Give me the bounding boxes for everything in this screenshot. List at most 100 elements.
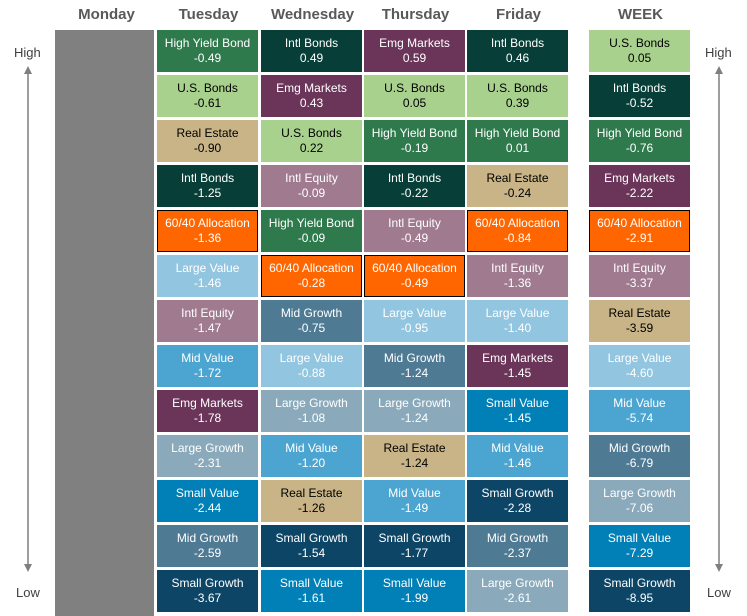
return-value: -1.24 (400, 456, 429, 470)
return-value: -2.31 (193, 456, 222, 470)
header-tuesday: Tuesday (178, 6, 239, 23)
return-value: -1.26 (297, 501, 326, 515)
asset-name: High Yield Bond (474, 126, 561, 140)
asset-name: Large Value (175, 261, 240, 275)
cell-week-mid-value: Mid Value -5.74 (589, 390, 690, 432)
cell-thursday-large-value: Large Value -0.95 (364, 300, 465, 342)
asset-name: Real Estate (280, 486, 343, 500)
asset-name: 60/40 Allocation (372, 261, 457, 275)
return-value: -7.29 (625, 546, 654, 560)
asset-name: U.S. Bonds (487, 81, 548, 95)
monday-column-empty (55, 30, 154, 616)
asset-name: Large Growth (481, 576, 554, 590)
return-value: -6.79 (625, 456, 654, 470)
asset-name: Intl Equity (491, 261, 544, 275)
asset-name: U.S. Bonds (384, 81, 445, 95)
return-value: -1.77 (400, 546, 429, 560)
cell-thursday-60-40-allocation: 60/40 Allocation -0.49 (364, 255, 465, 297)
cell-week-real-estate: Real Estate -3.59 (589, 300, 690, 342)
return-value: -1.46 (503, 456, 532, 470)
cell-wednesday-mid-growth: Mid Growth -0.75 (261, 300, 362, 342)
asset-name: Mid Growth (383, 351, 446, 365)
asset-name: High Yield Bond (371, 126, 458, 140)
return-value: -1.54 (297, 546, 326, 560)
return-value: -4.60 (625, 366, 654, 380)
return-value: -0.88 (297, 366, 326, 380)
asset-name: Real Estate (176, 126, 239, 140)
return-value: -0.28 (297, 276, 326, 290)
return-value: -1.72 (193, 366, 222, 380)
cell-wednesday-intl-equity: Intl Equity -0.09 (261, 165, 362, 207)
cell-wednesday-intl-bonds: Intl Bonds 0.49 (261, 30, 362, 72)
cell-thursday-small-growth: Small Growth -1.77 (364, 525, 465, 567)
return-value: -1.20 (297, 456, 326, 470)
asset-name: Mid Value (388, 486, 441, 500)
return-value: 0.43 (299, 96, 324, 110)
return-value: -0.49 (193, 51, 222, 65)
axis-low-right: Low (707, 585, 731, 600)
cell-tuesday-60-40-allocation: 60/40 Allocation -1.36 (157, 210, 258, 252)
return-value: -1.24 (400, 366, 429, 380)
cell-wednesday-mid-value: Mid Value -1.20 (261, 435, 362, 477)
asset-name: Intl Equity (285, 171, 338, 185)
cell-friday-u-s-bonds: U.S. Bonds 0.39 (467, 75, 568, 117)
asset-name: High Yield Bond (596, 126, 683, 140)
return-value: -1.45 (503, 411, 532, 425)
asset-name: Emg Markets (604, 171, 675, 185)
return-value: -5.74 (625, 411, 654, 425)
cell-wednesday-high-yield-bond: High Yield Bond -0.09 (261, 210, 362, 252)
asset-name: Mid Value (181, 351, 234, 365)
return-value: -0.19 (400, 141, 429, 155)
cell-thursday-large-growth: Large Growth -1.24 (364, 390, 465, 432)
return-value: -1.61 (297, 591, 326, 605)
cell-week-mid-growth: Mid Growth -6.79 (589, 435, 690, 477)
cell-week-large-growth: Large Growth -7.06 (589, 480, 690, 522)
header-thursday: Thursday (381, 6, 450, 23)
cell-thursday-mid-value: Mid Value -1.49 (364, 480, 465, 522)
cell-friday-small-growth: Small Growth -2.28 (467, 480, 568, 522)
asset-name: Real Estate (486, 171, 549, 185)
cell-tuesday-u-s-bonds: U.S. Bonds -0.61 (157, 75, 258, 117)
cell-tuesday-real-estate: Real Estate -0.90 (157, 120, 258, 162)
return-value: -0.76 (625, 141, 654, 155)
cell-tuesday-high-yield-bond: High Yield Bond -0.49 (157, 30, 258, 72)
return-value: -2.61 (503, 591, 532, 605)
asset-name: U.S. Bonds (281, 126, 342, 140)
asset-name: Intl Bonds (284, 36, 339, 50)
return-value: -2.28 (503, 501, 532, 515)
asset-name: Large Value (485, 306, 550, 320)
asset-name: Small Value (279, 576, 344, 590)
asset-name: Small Growth (603, 576, 676, 590)
return-value: -2.91 (625, 231, 654, 245)
axis-high-right: High (705, 45, 732, 60)
asset-name: U.S. Bonds (177, 81, 238, 95)
return-value: -0.75 (297, 321, 326, 335)
return-value: -1.40 (503, 321, 532, 335)
cell-wednesday-small-value: Small Value -1.61 (261, 570, 362, 612)
cell-friday-high-yield-bond: High Yield Bond 0.01 (467, 120, 568, 162)
asset-name: Intl Bonds (180, 171, 235, 185)
asset-name: Large Growth (275, 396, 348, 410)
return-value: -1.46 (193, 276, 222, 290)
return-value: -0.24 (503, 186, 532, 200)
cell-friday-real-estate: Real Estate -0.24 (467, 165, 568, 207)
cell-tuesday-intl-equity: Intl Equity -1.47 (157, 300, 258, 342)
return-value: 0.46 (505, 51, 530, 65)
asset-name: Intl Bonds (490, 36, 545, 50)
cell-thursday-high-yield-bond: High Yield Bond -0.19 (364, 120, 465, 162)
cell-thursday-mid-growth: Mid Growth -1.24 (364, 345, 465, 387)
cell-week-emg-markets: Emg Markets -2.22 (589, 165, 690, 207)
cell-tuesday-small-value: Small Value -2.44 (157, 480, 258, 522)
return-value: -3.37 (625, 276, 654, 290)
return-value: -7.06 (625, 501, 654, 515)
asset-name: Mid Value (491, 441, 544, 455)
asset-name: Emg Markets (276, 81, 347, 95)
updown-arrow-left-icon (24, 66, 32, 572)
asset-name: 60/40 Allocation (597, 216, 682, 230)
return-value: -1.49 (400, 501, 429, 515)
return-value: -0.84 (503, 231, 532, 245)
asset-name: Large Growth (171, 441, 244, 455)
return-value: -8.95 (625, 591, 654, 605)
asset-name: Mid Growth (280, 306, 343, 320)
cell-week-intl-bonds: Intl Bonds -0.52 (589, 75, 690, 117)
